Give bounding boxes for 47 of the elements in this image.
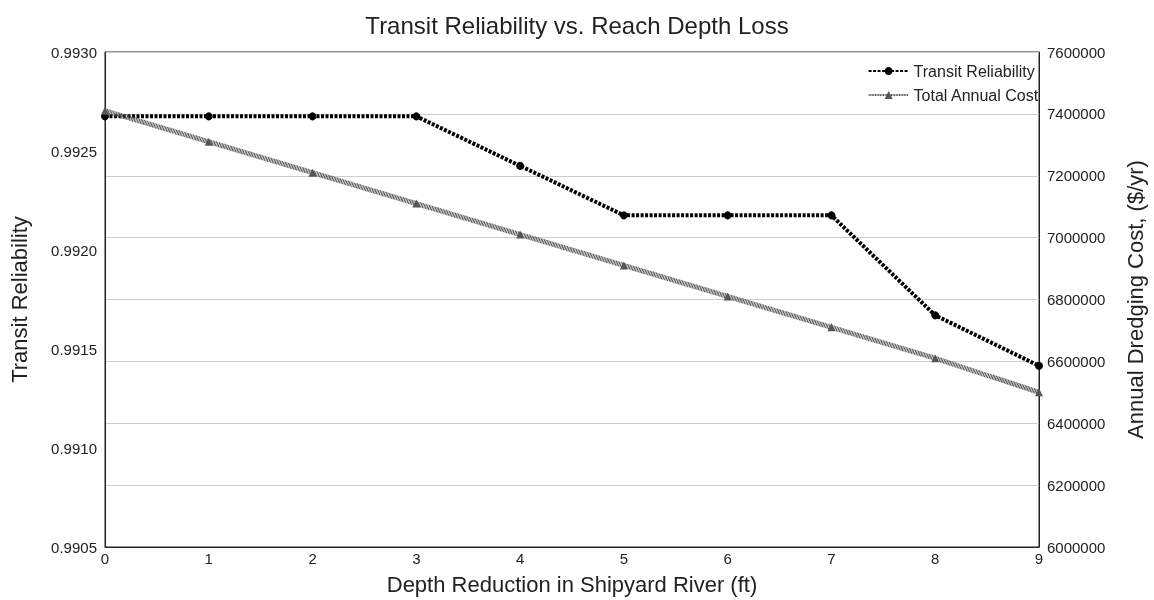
y2-tick-label: 6400000	[1047, 414, 1106, 432]
x-axis-title: Depth Reduction in Shipyard River (ft)	[386, 571, 758, 597]
legend-label: Transit Reliability	[913, 62, 1035, 80]
point	[827, 323, 836, 332]
y2-tick-label: 7200000	[1047, 167, 1106, 185]
x-tick-label: 6	[723, 550, 732, 567]
y2-axis-title: Annual Dredging Cost, ($/yr)	[1122, 160, 1148, 439]
y-tick-label: 0.9925	[51, 142, 97, 160]
y2-tick-label: 6600000	[1047, 352, 1106, 370]
point	[931, 311, 940, 320]
point	[516, 161, 525, 170]
y-tick-label: 0.9905	[51, 538, 97, 556]
point	[204, 137, 213, 146]
point	[308, 168, 317, 177]
point	[723, 211, 732, 220]
point	[827, 211, 836, 220]
y-tick-label: 0.9910	[51, 439, 97, 457]
point	[204, 112, 213, 121]
x-tick-label: 4	[515, 550, 525, 567]
y2-tick-label: 7400000	[1047, 105, 1106, 123]
point	[412, 112, 421, 121]
x-tick-label: 9	[1034, 550, 1044, 567]
point	[516, 230, 525, 239]
y-axis-title: Transit Reliability	[6, 216, 32, 383]
point	[1035, 388, 1043, 397]
chart-title: Transit Reliability vs. Reach Depth Loss	[365, 11, 789, 39]
y2-tick-label: 6000000	[1047, 538, 1106, 556]
point	[1035, 361, 1043, 370]
legend-label: Total Annual Cost	[913, 86, 1039, 104]
y2-tick-label: 6200000	[1047, 476, 1106, 494]
point	[619, 211, 628, 220]
y2-tick-label: 7000000	[1047, 229, 1106, 247]
x-tick-label: 1	[204, 550, 213, 567]
x-tick-label: 2	[308, 550, 317, 567]
x-tick-label: 7	[827, 550, 836, 567]
x-tick-label: 5	[619, 550, 629, 567]
x-tick-label: 8	[931, 550, 940, 567]
x-tick-label: 3	[412, 550, 421, 567]
y2-tick-label: 7600000	[1047, 43, 1106, 61]
point	[412, 199, 421, 208]
y-tick-label: 0.9930	[51, 43, 97, 61]
x-tick-label: 0	[100, 550, 110, 567]
point	[308, 112, 317, 121]
point	[101, 106, 109, 115]
y2-tick-label: 6800000	[1047, 291, 1106, 308]
y-tick-label: 0.9915	[51, 340, 97, 358]
y-tick-label: 0.9920	[51, 241, 97, 259]
